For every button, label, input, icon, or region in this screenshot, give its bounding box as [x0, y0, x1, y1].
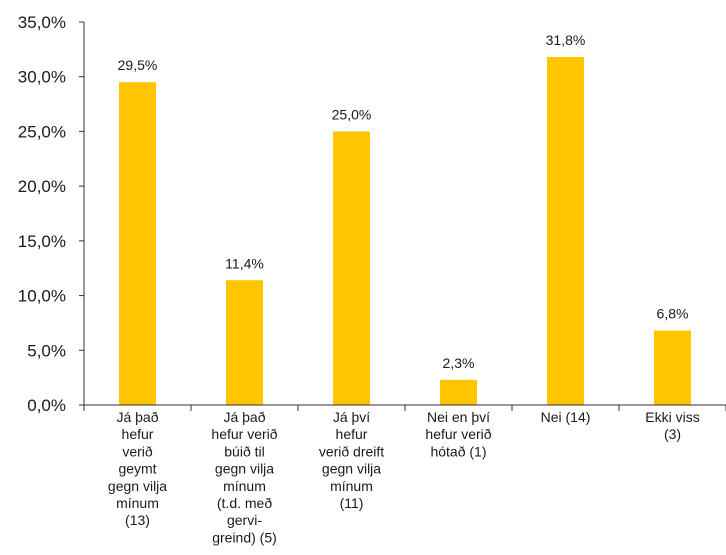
- data-label: 6,8%: [657, 306, 689, 322]
- category-label-line: Já það: [223, 409, 265, 425]
- category-label-line: (t.d. með: [217, 495, 272, 511]
- category-label-line: hefur verið: [211, 426, 277, 442]
- category-label: Nei (14): [541, 409, 591, 425]
- data-label: 11,4%: [225, 255, 264, 271]
- category-label-line: gegn vilja: [108, 478, 167, 494]
- category-label: Nei en því hefur verið hótað (1): [425, 409, 491, 459]
- y-tick-label: 35,0%: [18, 13, 66, 32]
- data-label: 31,8%: [546, 32, 586, 48]
- y-tick-label: 10,0%: [18, 287, 66, 306]
- category-label-line: Já það: [116, 409, 158, 425]
- category-label-line: hótað (1): [430, 443, 486, 459]
- category-label-line: geymt: [118, 461, 156, 477]
- category-label-line: (13): [125, 512, 150, 528]
- bar: [119, 82, 156, 405]
- data-label: 2,3%: [443, 355, 475, 371]
- category-label: Já það hefur verið búið til gegn vilja mínum…: [211, 409, 277, 545]
- data-labels: 29,5% 11,4% 25,0% 2,3% 31,8% 6,8%: [118, 32, 689, 371]
- category-label: Já því hefur verið dreift gegn vilja mínum (1…: [319, 409, 384, 511]
- data-label: 25,0%: [332, 106, 372, 122]
- bar: [333, 131, 370, 405]
- category-label-line: verið: [122, 443, 153, 459]
- y-tick-label: 20,0%: [18, 177, 66, 196]
- y-tick-label: 0,0%: [27, 396, 66, 415]
- category-label-line: gegn vilja: [215, 461, 274, 477]
- bar: [654, 330, 691, 405]
- category-label: Já það hefur verið geymt gegn vilja mínum (13): [108, 409, 167, 528]
- category-label-line: (3): [664, 426, 681, 442]
- y-tick-label: 5,0%: [27, 341, 66, 360]
- category-label-line: mínum: [330, 478, 373, 494]
- category-label-line: (11): [340, 495, 364, 511]
- category-label-line: hefur: [122, 426, 154, 442]
- category-label-line: Nei en því: [427, 409, 490, 425]
- category-label-line: Ekki viss: [645, 409, 699, 425]
- bars: [119, 57, 691, 405]
- category-labels: Já það hefur verið geymt gegn vilja mínum (13)…: [108, 409, 700, 545]
- category-label-line: greind) (5): [212, 529, 277, 545]
- category-label-line: verið dreift: [319, 443, 384, 459]
- category-label-line: gegn vilja: [322, 461, 381, 477]
- y-tick-label: 25,0%: [18, 122, 66, 141]
- bar: [547, 57, 584, 405]
- category-label-line: Já því: [333, 409, 370, 425]
- y-axis: 0,0% 5,0% 10,0% 15,0% 20,0% 25,0% 30,0% 35,0%: [18, 13, 85, 415]
- y-tick-label: 15,0%: [18, 232, 66, 251]
- category-label-line: hefur: [336, 426, 368, 442]
- bar: [440, 379, 477, 405]
- bar: [226, 280, 263, 405]
- y-tick-label: 30,0%: [18, 68, 66, 87]
- category-label-line: gervi-: [227, 512, 262, 528]
- category-label-line: mínum: [116, 495, 159, 511]
- category-label-line: Nei (14): [541, 409, 591, 425]
- category-label: Ekki viss (3): [645, 409, 699, 442]
- category-label-line: mínum: [223, 478, 266, 494]
- data-label: 29,5%: [118, 57, 158, 73]
- category-label-line: hefur verið: [425, 426, 491, 442]
- x-axis: [79, 404, 726, 411]
- category-label-line: búið til: [224, 443, 264, 459]
